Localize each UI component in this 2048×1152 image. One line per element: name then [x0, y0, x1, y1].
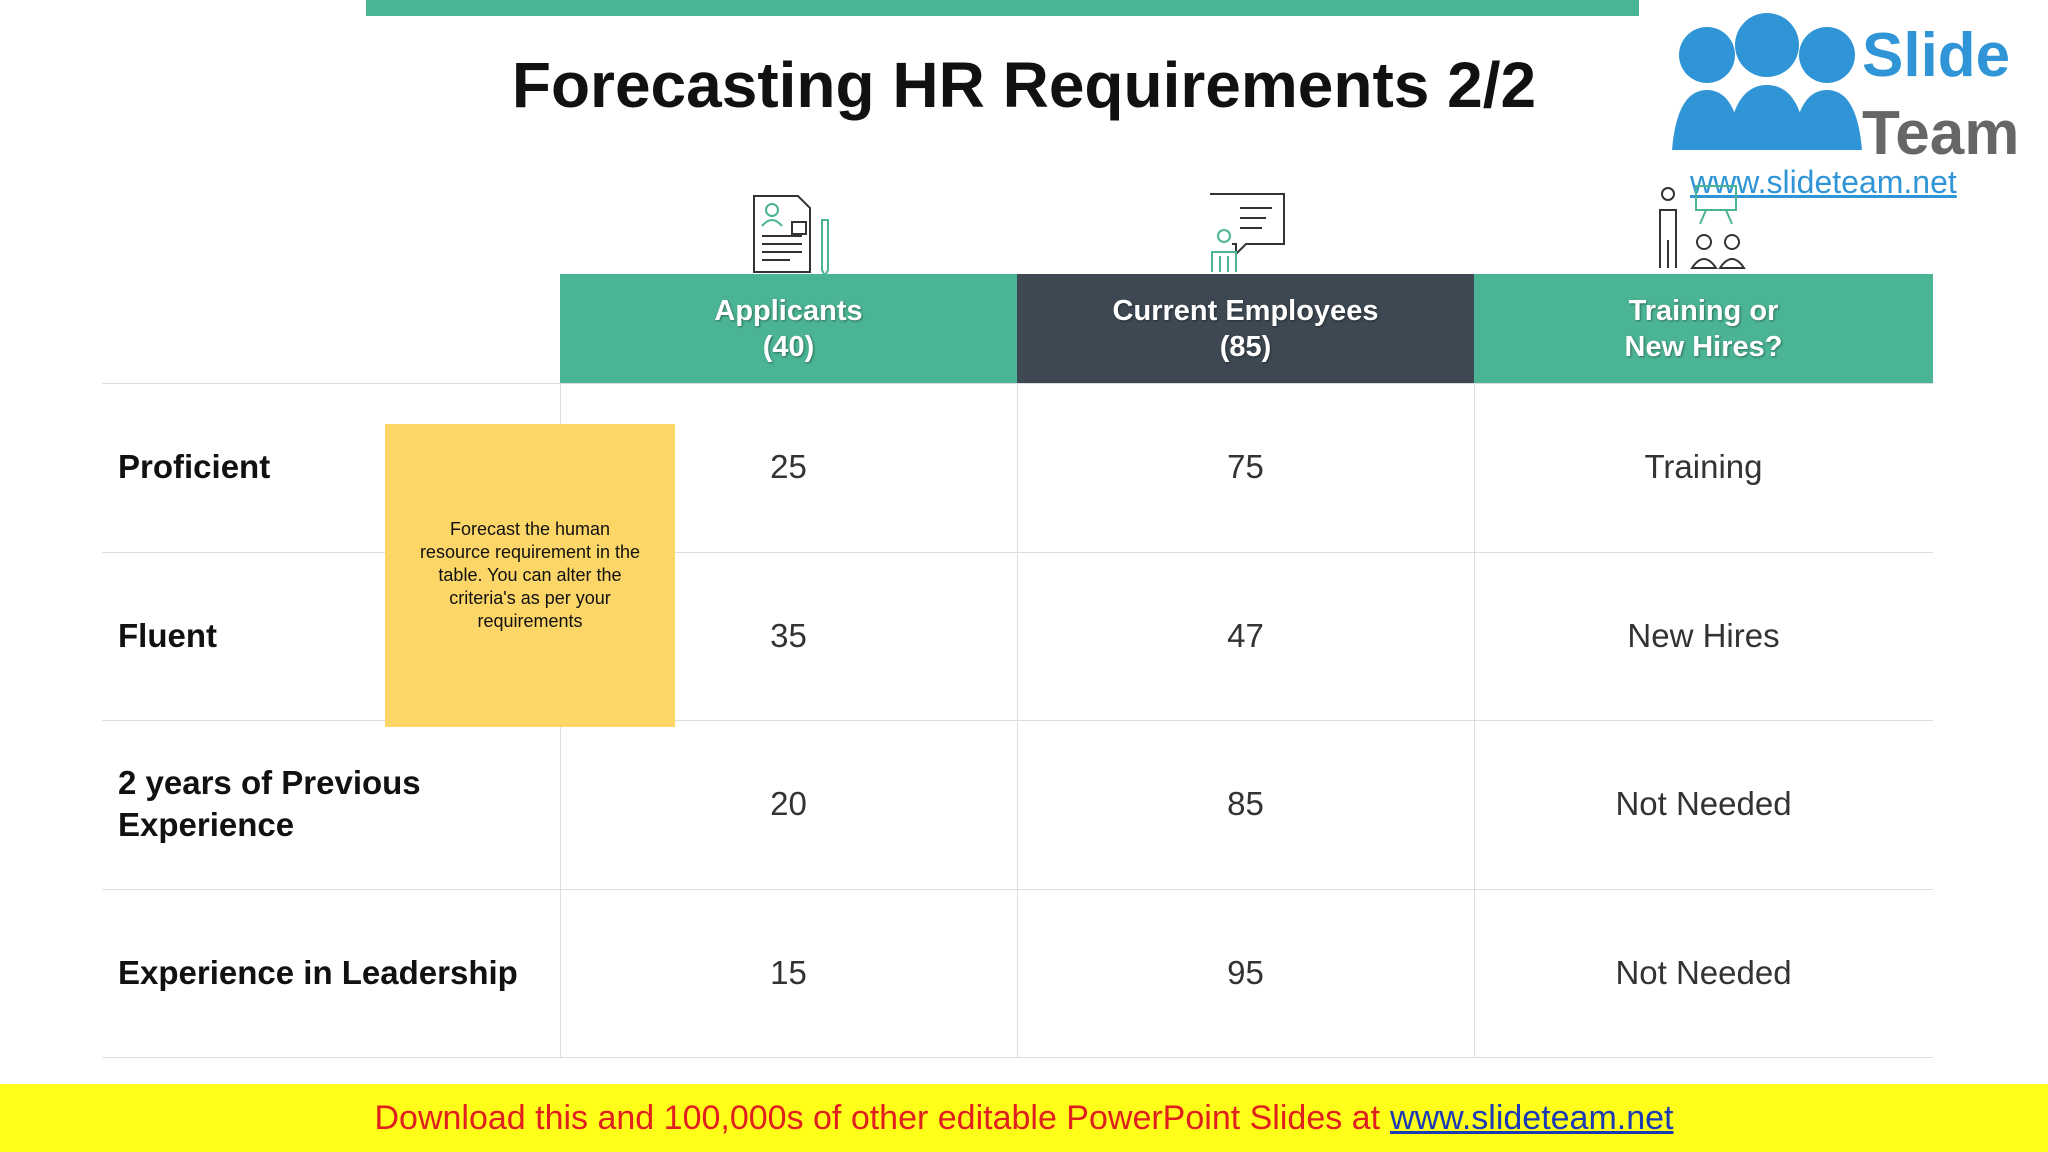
- employees-icon: [1210, 193, 1285, 272]
- footer-link[interactable]: www.slideteam.net: [1390, 1098, 1674, 1137]
- logo: [1639, 0, 2048, 196]
- table-cell: 25: [770, 448, 807, 486]
- column-divider: [1017, 383, 1018, 1057]
- header-line: Current Employees: [1112, 294, 1379, 327]
- training-icon: [1659, 185, 1746, 269]
- top-bar: [366, 0, 1639, 16]
- column-header: Training or New Hires?: [1474, 274, 1933, 383]
- header-line: New Hires?: [1624, 330, 1783, 363]
- table-cell: 47: [1227, 616, 1264, 654]
- logo-text: Slide: [1862, 21, 2011, 90]
- footer-text: Download this and 100,000s of other edit…: [374, 1098, 1381, 1137]
- header-line: Training or: [1628, 294, 1779, 327]
- logo-text: Team: [1862, 99, 2020, 168]
- sticky-note: Forecast the human resource requirement …: [385, 424, 675, 727]
- table-cell: 35: [770, 616, 807, 654]
- table-cell: 15: [770, 953, 807, 991]
- row-label: Fluent: [118, 616, 217, 654]
- table-cell: 75: [1227, 448, 1264, 486]
- header-line: (40): [762, 330, 815, 363]
- row-label: Proficient: [118, 448, 271, 486]
- table-cell: Not Needed: [1615, 953, 1792, 991]
- applicants-icon: [753, 195, 829, 276]
- table-cell: 95: [1227, 953, 1264, 991]
- table-cell: 20: [770, 785, 807, 823]
- table-cell: 85: [1227, 785, 1264, 823]
- footer-banner: Download this and 100,000s of other edit…: [0, 1084, 2048, 1152]
- column-header: Applicants (40): [560, 274, 1017, 383]
- table-cell: Training: [1644, 448, 1763, 486]
- table-cell: New Hires: [1627, 616, 1780, 654]
- table-cell: Not Needed: [1615, 785, 1792, 823]
- column-divider: [1474, 383, 1475, 1057]
- row-label: Experience in Leadership: [118, 953, 518, 991]
- logo-icon: [1672, 13, 1862, 150]
- header-line: (85): [1219, 330, 1272, 363]
- row-divider: [102, 1057, 1933, 1058]
- logo-link[interactable]: www.slideteam.net: [1690, 164, 1957, 200]
- header-line: Applicants: [714, 294, 863, 327]
- column-header: Current Employees (85): [1017, 274, 1474, 383]
- row-label: 2 years of Previous Experience: [118, 764, 421, 844]
- title: Forecasting HR Requirements 2/2: [511, 49, 1537, 121]
